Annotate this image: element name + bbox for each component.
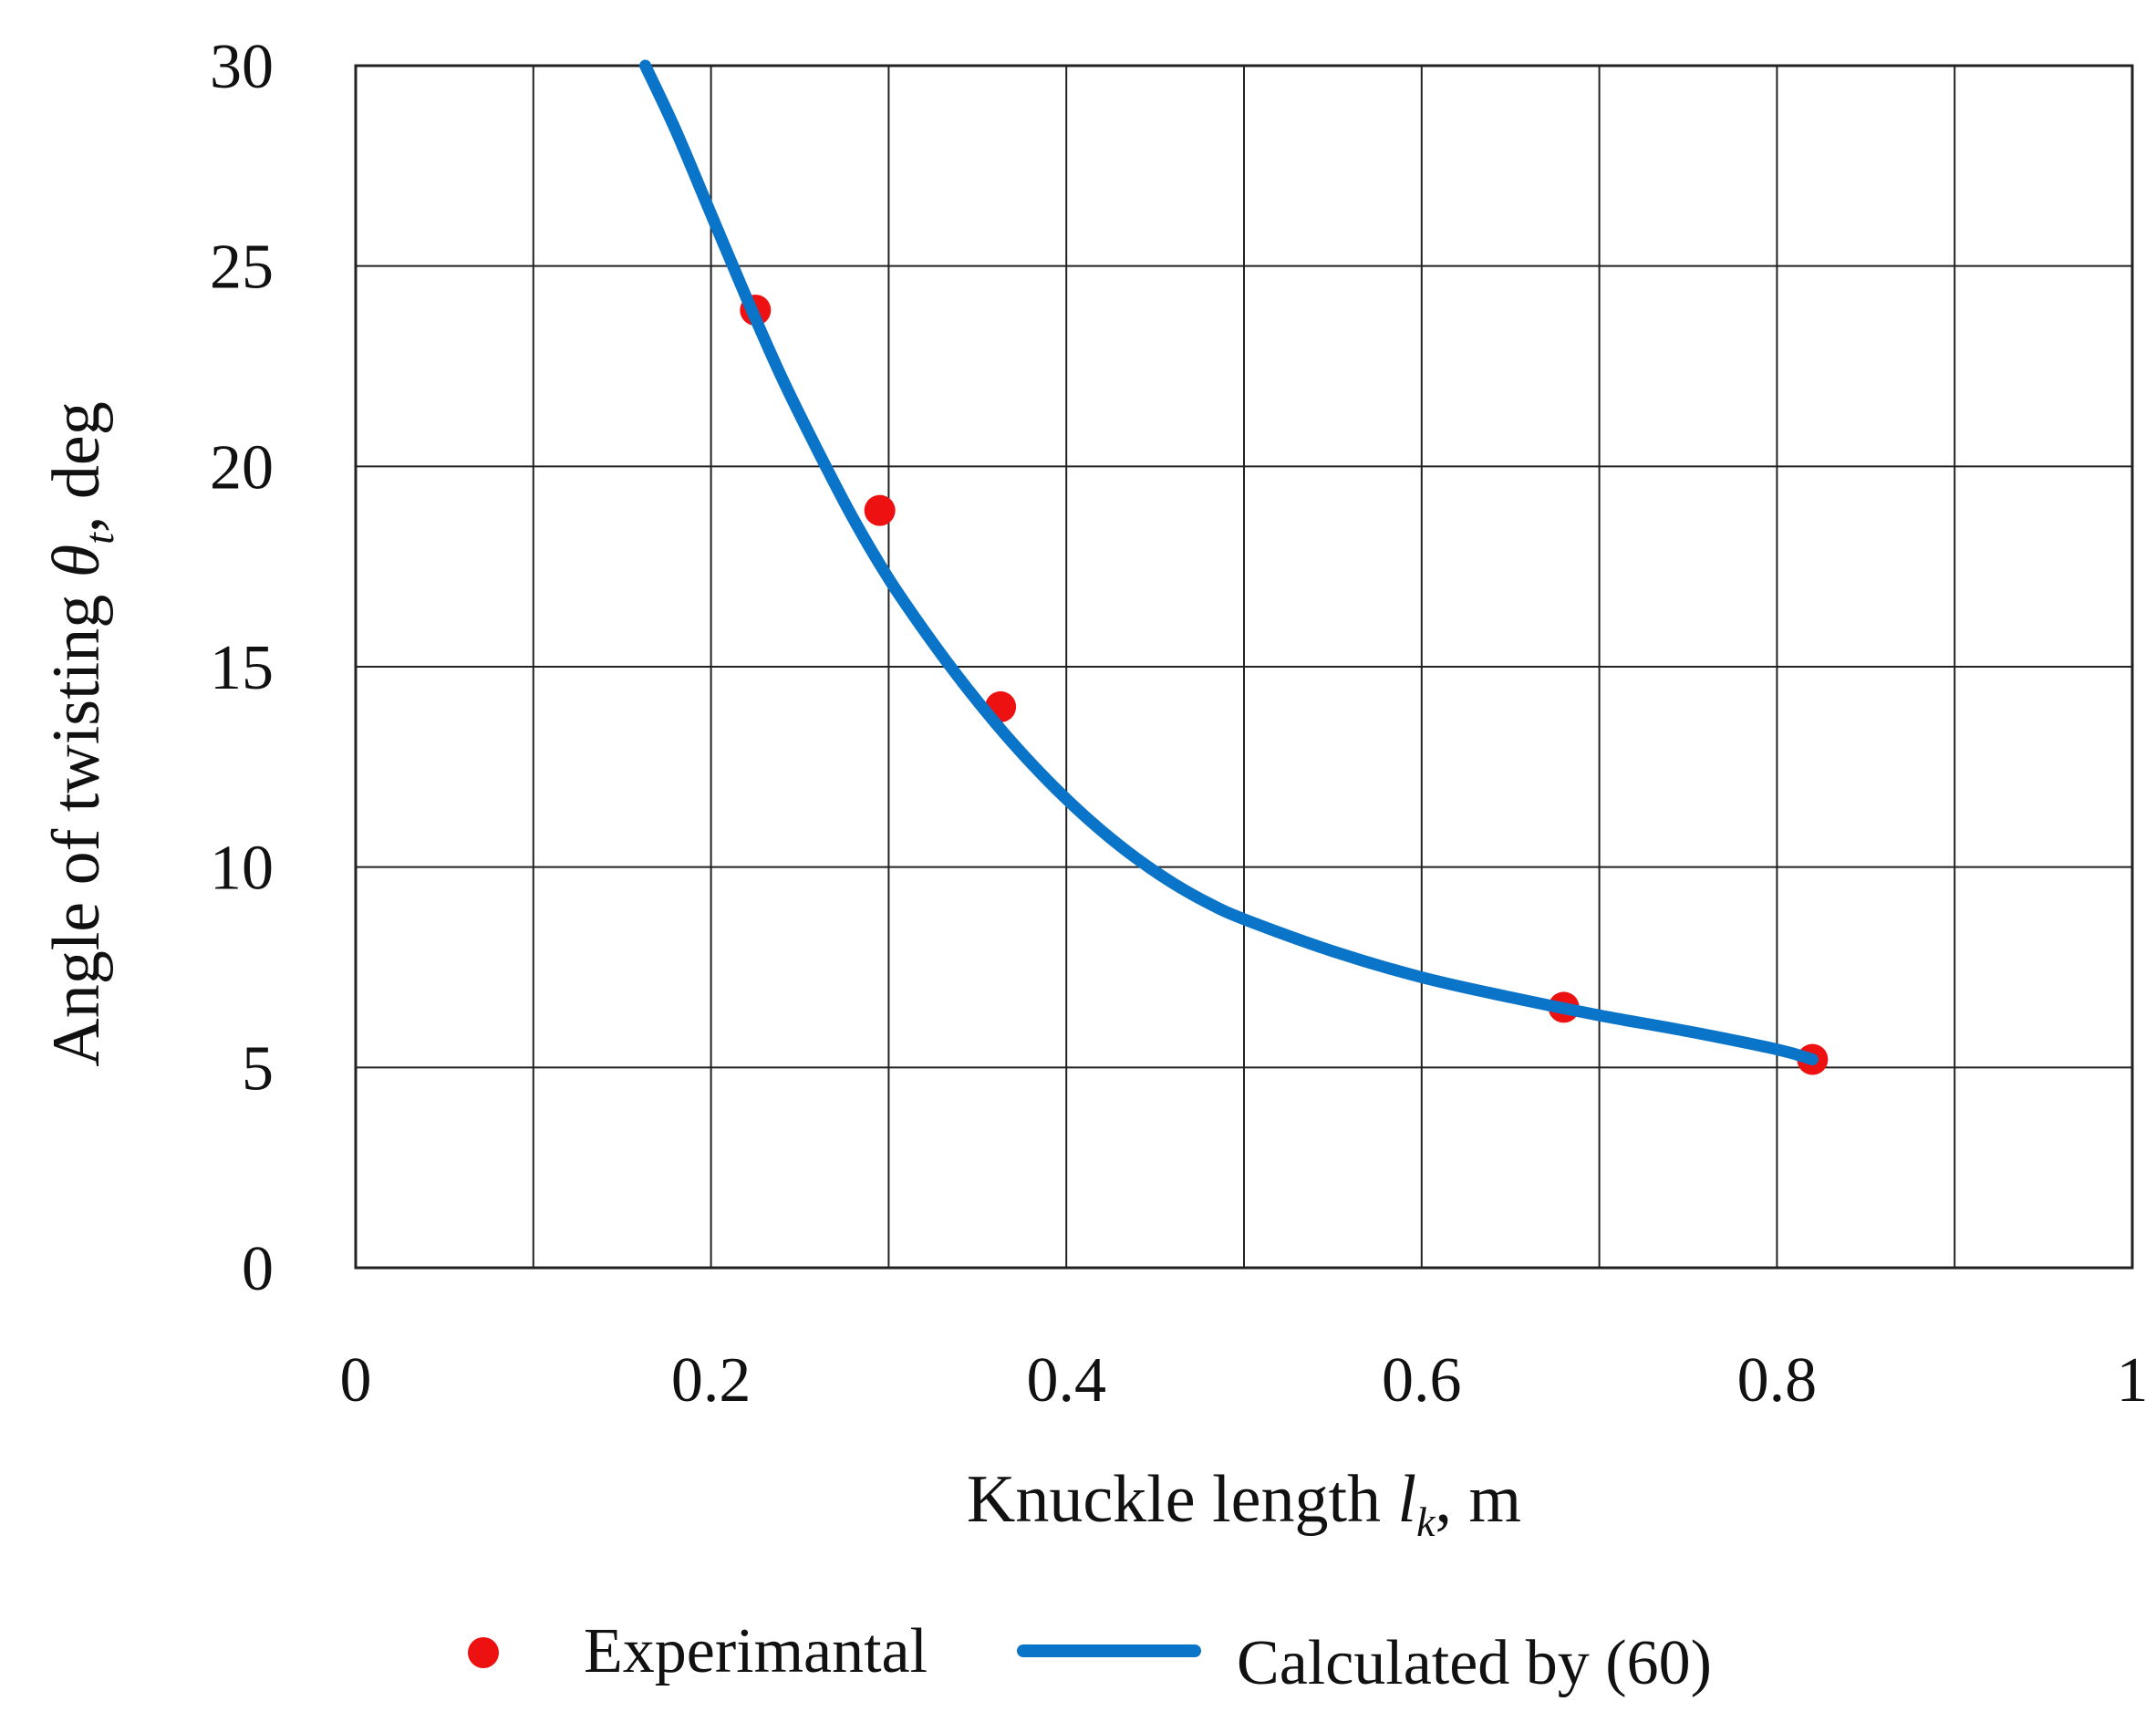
- legend-label-experimental: Experimantal: [584, 1616, 928, 1686]
- y-axis-title: Angle of twisting θt, deg: [39, 401, 122, 1066]
- y-axis-title-subscript: t: [76, 532, 122, 545]
- x-axis-title-main: Knuckle length: [967, 1462, 1398, 1537]
- legend-marker-experimental: [468, 1637, 499, 1668]
- x-axis-title: Knuckle length lk, m: [967, 1462, 1521, 1545]
- y-tick-label-6: 30: [210, 32, 274, 102]
- calculated-curve: [639, 59, 1819, 1066]
- legend-label-calculated: Calculated by (60): [1237, 1628, 1712, 1698]
- y-tick-label-2: 10: [210, 834, 274, 904]
- y-tick-label-1: 5: [242, 1033, 274, 1104]
- y-tick-label-5: 25: [210, 233, 274, 303]
- y-tick-label-4: 20: [210, 432, 274, 503]
- y-axis-title-symbol: θ: [39, 545, 114, 577]
- x-axis-title-subscript: k: [1416, 1499, 1436, 1545]
- experimental-point-1: [864, 494, 896, 526]
- legend: Experimantal Calculated by (60): [468, 1616, 1712, 1698]
- y-axis-title-main: Angle of twisting: [39, 577, 114, 1066]
- x-tick-label-0: 0: [340, 1345, 372, 1416]
- x-tick-labels: 0 0.2 0.4 0.6 0.8 1: [340, 1345, 2149, 1416]
- y-tick-label-0: 0: [242, 1234, 274, 1304]
- y-tick-labels: 0 5 10 15 20 25 30: [210, 32, 274, 1304]
- x-tick-label-3: 0.6: [1382, 1345, 1462, 1416]
- y-axis-title-unit: , deg: [39, 401, 114, 533]
- x-tick-label-5: 1: [2117, 1345, 2149, 1416]
- x-axis-title-unit: , m: [1436, 1462, 1522, 1537]
- y-tick-label-3: 15: [210, 633, 274, 703]
- grid-lines: [355, 65, 2133, 1269]
- x-axis-title-symbol: l: [1398, 1462, 1417, 1537]
- series-layer: [639, 59, 1829, 1075]
- x-tick-label-2: 0.4: [1026, 1345, 1106, 1416]
- plot-frame: [354, 64, 2134, 1270]
- x-tick-label-1: 0.2: [671, 1345, 751, 1416]
- x-tick-label-4: 0.8: [1737, 1345, 1818, 1416]
